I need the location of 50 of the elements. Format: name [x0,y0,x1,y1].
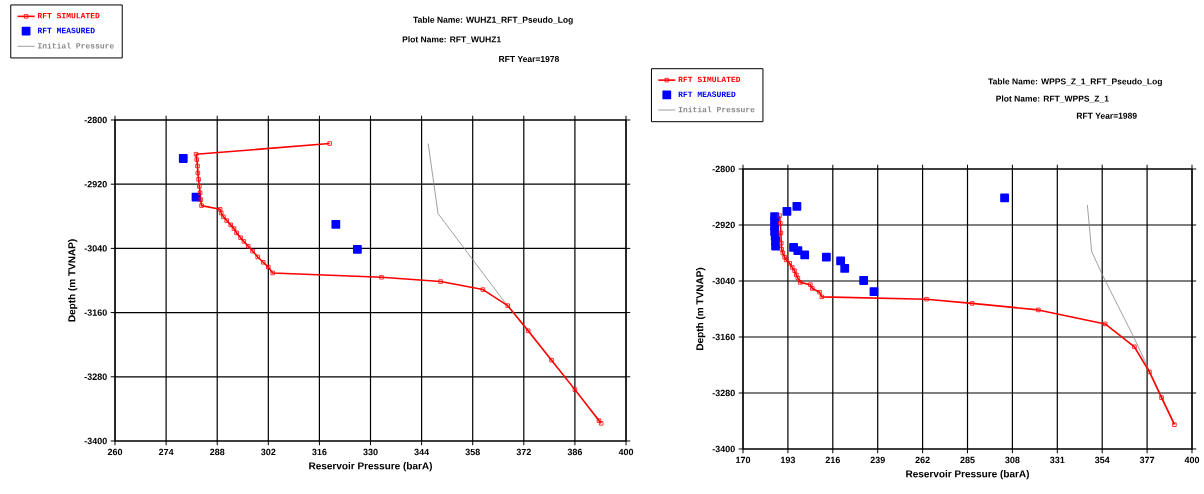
y-tick-label: -3280 [712,389,735,397]
x-axis-title: Reservoir Pressure (barA) [309,462,432,472]
x-tick-label: 330 [363,448,378,456]
y-tick-label: -3160 [84,309,107,316]
y-tick-label: -3400 [712,445,735,453]
text: Plot Name: RFT_WPPS_Z_1 [996,95,1109,103]
legend-label: RFT SIMULATED [37,12,100,19]
y-tick-label: -2920 [712,221,735,229]
x-tick-label: 239 [870,456,885,464]
y-tick-label: -3160 [712,333,735,341]
x-tick-label: 193 [780,456,796,464]
x-tick-label: 344 [414,448,430,456]
y-tick-label: -3040 [84,245,107,252]
legend-label: RFT MEASURED [37,27,95,34]
text: Plot Name: RFT_WUHZ1 [402,36,501,44]
x-tick-label: 262 [915,456,930,464]
x-tick-label: 302 [261,448,276,456]
text: RFT Year=1978 [499,56,560,63]
text: RFT Year=1989 [1076,112,1137,119]
y-tick-label: -2800 [712,165,735,173]
legend-label: RFT SIMULATED [678,76,741,83]
x-tick-label: 386 [567,448,583,456]
x-axis-title: Reservoir Pressure (barA) [906,470,1029,480]
y-tick-label: -2920 [84,181,107,188]
x-tick-label: 260 [107,448,123,456]
y-tick-label: -3400 [84,437,107,445]
x-tick-label: 170 [736,456,751,464]
y-tick-label: -3040 [712,277,735,285]
x-tick-label: 358 [465,448,480,456]
legend-label: RFT MEASURED [678,91,736,97]
x-tick-label: 274 [158,448,174,456]
x-tick-label: 377 [1139,456,1155,464]
y-tick-label: -3280 [84,373,107,380]
x-tick-label: 354 [1094,456,1110,464]
x-tick-label: 400 [1184,456,1200,464]
x-tick-label: 216 [825,456,840,464]
x-tick-label: 308 [1005,456,1020,464]
x-tick-label: 316 [312,448,327,456]
legend-label: Initial Pressure [678,106,755,113]
y-axis-title: Depth (m TVNAP) [68,239,78,322]
text: Table Name: WUHZ1_RFT_Pseudo_Log [413,16,573,25]
x-tick-label: 288 [210,448,225,456]
legend-label: Initial Pressure [38,42,114,49]
y-tick-label: -2800 [84,116,107,124]
x-tick-label: 331 [1050,456,1065,464]
y-axis-title: Depth (m TVNAP) [696,267,706,350]
text: Table Name: WPPS_Z_1_RFT_Pseudo_Log [988,78,1162,87]
x-tick-label: 400 [618,448,634,456]
x-tick-label: 285 [960,456,975,464]
x-tick-label: 372 [516,448,531,456]
